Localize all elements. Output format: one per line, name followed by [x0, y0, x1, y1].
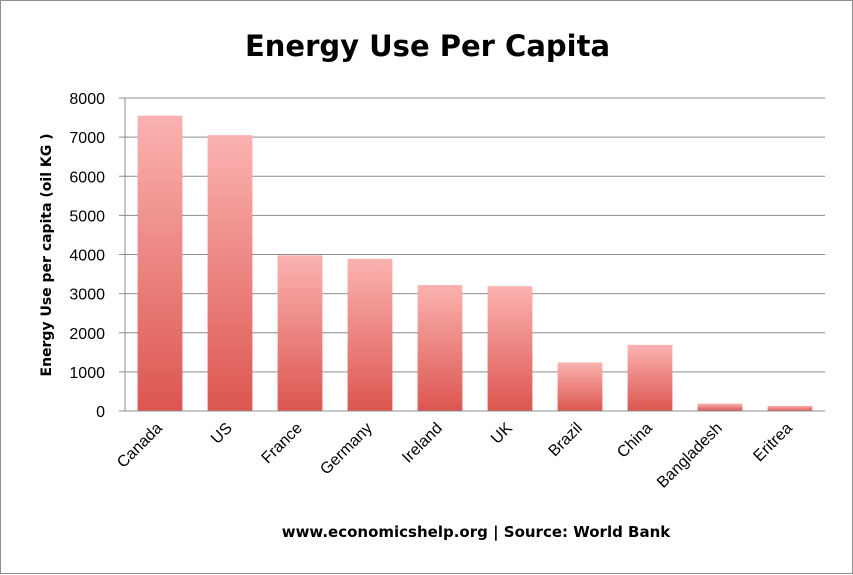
- bar-uk: [487, 286, 533, 411]
- bars: [137, 115, 813, 411]
- x-tick-label: UK: [488, 420, 516, 448]
- x-tick-label: Germany: [317, 420, 376, 479]
- y-tick-label: 4000: [69, 248, 105, 265]
- y-tick-labels: 0 1000 2000 3000 4000 5000 6000 7000 8000: [69, 91, 105, 421]
- y-tick-label: 7000: [69, 130, 105, 147]
- y-tick-label: 6000: [69, 169, 105, 186]
- y-tick-label: 2000: [69, 326, 105, 343]
- bar-ireland: [417, 285, 463, 411]
- bar-bangladesh: [697, 403, 743, 411]
- bar-us: [207, 135, 253, 411]
- bar-germany: [347, 258, 393, 411]
- x-tick-labels: Canada US France Germany Ireland UK Brazil Chin…: [114, 420, 796, 492]
- x-tick-label: Eritrea: [750, 420, 795, 465]
- x-tick-label: Bangladesh: [654, 420, 726, 492]
- axes: [124, 98, 825, 412]
- bar-canada: [137, 115, 183, 411]
- bar-brazil: [557, 362, 603, 411]
- bar-china: [627, 344, 673, 411]
- y-tick-label: 3000: [69, 287, 105, 304]
- y-tick-label: 1000: [69, 365, 105, 382]
- x-tick-label: Ireland: [399, 420, 446, 467]
- x-tick-label: Canada: [114, 420, 166, 472]
- bar-france: [277, 255, 323, 411]
- x-tick-label: France: [259, 420, 306, 467]
- chart-title: Energy Use Per Capita: [244, 29, 611, 63]
- y-tick-label: 0: [96, 404, 105, 421]
- y-tick-label: 8000: [69, 91, 105, 108]
- x-tick-label: Brazil: [546, 420, 586, 460]
- x-tick-label: US: [208, 420, 236, 448]
- chart-footer: www.economicshelp.org | Source: World Ba…: [281, 523, 671, 541]
- bar-eritrea: [767, 405, 813, 411]
- y-tick-label: 5000: [69, 208, 105, 225]
- x-tick-label: China: [614, 420, 656, 462]
